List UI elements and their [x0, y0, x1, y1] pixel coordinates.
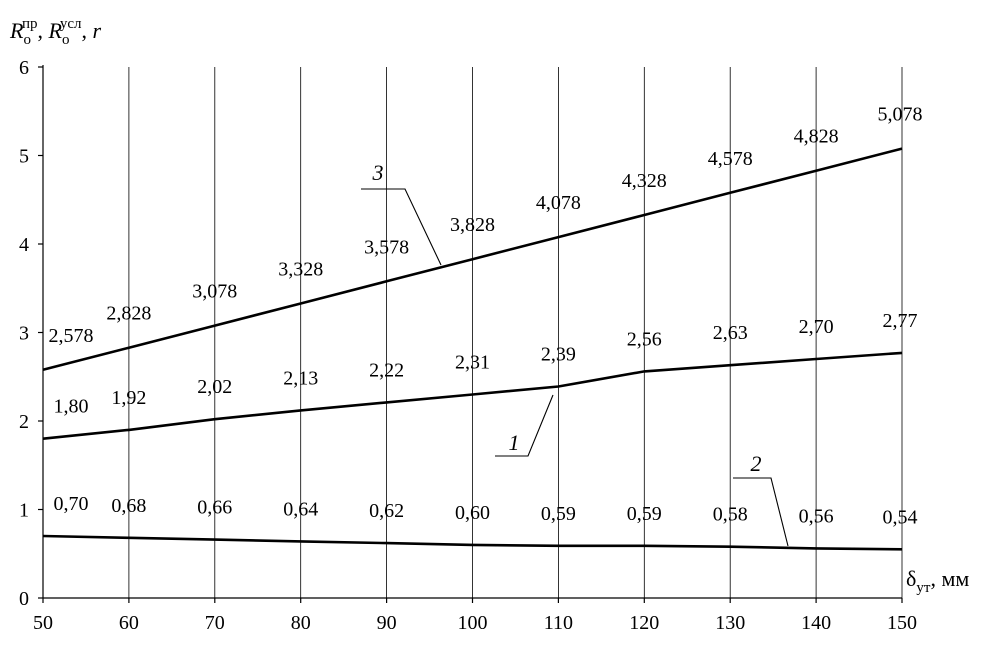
y-tick-label-1: 1	[19, 500, 29, 522]
data-label-series-2-140: 0,56	[799, 505, 834, 527]
series-identifiers: 1 2 3	[361, 160, 789, 547]
data-label-series-1-110: 2,39	[541, 343, 576, 365]
data-label-series-2-90: 0,62	[369, 500, 404, 522]
series-3-identifier: 3	[372, 160, 384, 185]
data-label-series-2-60: 0,68	[111, 495, 146, 517]
y-label-sup1: пр	[22, 16, 38, 32]
x-label-sub: ут	[916, 580, 931, 596]
data-label-series-3-70: 3,078	[192, 281, 237, 303]
x-tick-label-80: 80	[291, 612, 311, 634]
series-1-identifier: 1	[509, 430, 520, 455]
data-label-series-3-130: 4,578	[708, 148, 753, 170]
x-tick-label-60: 60	[119, 612, 139, 634]
data-label-series-2-130: 0,58	[713, 504, 748, 526]
x-axis-label: δут, мм	[906, 566, 969, 596]
y-tick-label-2: 2	[19, 411, 29, 433]
grid-lines	[128, 67, 903, 598]
x-tick-label-110: 110	[544, 612, 573, 634]
series-1-line	[42, 351, 903, 440]
series-3-leader-line	[361, 188, 442, 266]
y-tick-label-4: 4	[19, 234, 29, 256]
x-tick-label-150: 150	[887, 612, 917, 634]
x-label-delta: δ	[906, 566, 916, 591]
data-label-series-3-90: 3,578	[364, 236, 409, 258]
data-label-series-3-80: 3,328	[278, 258, 323, 280]
series-1-leader-line	[495, 394, 554, 457]
series-2-identifier: 2	[751, 451, 762, 476]
data-label-series-1-130: 2,63	[713, 322, 748, 344]
y-tick-label-5: 5	[19, 146, 29, 168]
data-label-series-3-140: 4,828	[794, 126, 839, 148]
data-label-series-1-60: 1,92	[111, 387, 146, 409]
series-2-leader-line	[733, 477, 789, 547]
data-label-series-2-80: 0,64	[283, 498, 318, 520]
x-label-unit: , мм	[930, 566, 969, 591]
y-label-sub2: о	[62, 32, 69, 48]
data-label-series-1-150: 2,77	[883, 310, 918, 332]
x-tick-label-100: 100	[458, 612, 488, 634]
data-label-series-1-120: 2,56	[627, 328, 662, 350]
data-label-series-2-50: 0,70	[54, 493, 89, 515]
data-label-series-2-110: 0,59	[541, 503, 576, 525]
x-tick-label-90: 90	[377, 612, 397, 634]
x-tick-label-70: 70	[205, 612, 225, 634]
x-tick-label-140: 140	[801, 612, 831, 634]
data-label-series-1-50: 1,80	[54, 396, 89, 418]
data-label-series-2-70: 0,66	[197, 497, 232, 519]
y-label-r3: r	[93, 18, 102, 43]
y-tick-label-3: 3	[19, 323, 29, 345]
tick-labels: 0 1 2 3 4 5 6 50 60 70 80 90 100 110 120 130 140 150	[19, 57, 917, 634]
y-label-sep2: ,	[82, 18, 93, 43]
y-tick-label-0: 0	[19, 588, 29, 610]
data-label-series-3-60: 2,828	[106, 303, 151, 325]
data-label-series-3-150: 5,078	[878, 104, 923, 126]
data-label-series-3-120: 4,328	[622, 170, 667, 192]
data-label-series-3-110: 4,078	[536, 192, 581, 214]
data-label-series-2-120: 0,59	[627, 503, 662, 525]
y-tick-label-6: 6	[19, 57, 29, 79]
y-label-sup2: усл	[60, 16, 82, 32]
y-axis-label: Rопр, Rоусл, r	[9, 16, 102, 48]
x-tick-label-50: 50	[33, 612, 53, 634]
data-label-series-1-100: 2,31	[455, 351, 490, 373]
x-tick-label-120: 120	[629, 612, 659, 634]
series-lines	[42, 147, 903, 551]
data-label-series-2-100: 0,60	[455, 502, 490, 524]
axes	[38, 65, 903, 603]
y-label-r1: R	[9, 18, 24, 43]
x-tick-label-130: 130	[715, 612, 745, 634]
data-label-series-1-90: 2,22	[369, 359, 404, 381]
data-label-series-2-150: 0,54	[883, 506, 918, 528]
y-label-r2: R	[47, 18, 62, 43]
y-label-sep1: ,	[37, 18, 48, 43]
data-label-series-1-140: 2,70	[799, 316, 834, 338]
data-label-series-1-70: 2,02	[197, 376, 232, 398]
data-label-series-3-50: 2,578	[49, 325, 94, 347]
y-label-sub1: о	[23, 32, 31, 48]
series-3-line	[42, 147, 903, 372]
data-label-series-1-80: 2,13	[283, 367, 318, 389]
series-2-line	[42, 534, 903, 551]
data-label-series-3-100: 3,828	[450, 214, 495, 236]
data-labels: 1,80 1,92 2,02 2,13 2,22 2,31 2,39 2,56 2,63 2,70…	[49, 104, 923, 529]
